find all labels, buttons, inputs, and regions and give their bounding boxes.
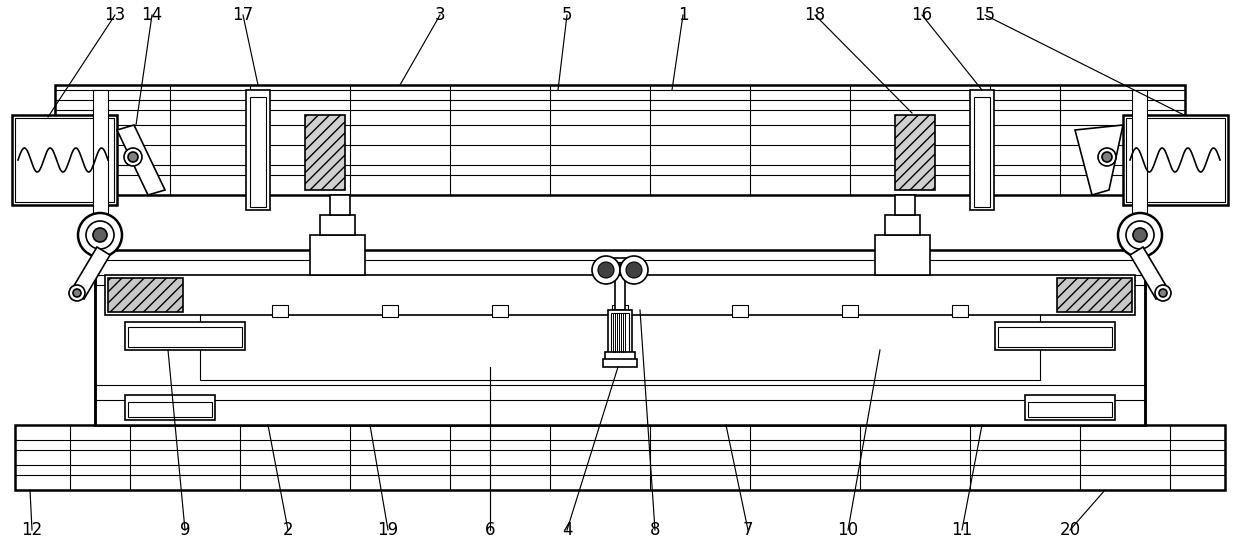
Bar (1028, 402, 1112, 417)
Polygon shape (1075, 125, 1123, 195)
Bar (382, 305, 398, 317)
Circle shape (86, 221, 114, 249)
Text: 12: 12 (21, 521, 42, 539)
Bar (608, 310, 632, 355)
Polygon shape (117, 125, 165, 195)
Bar (609, 262, 631, 277)
Bar (95, 250, 1145, 425)
Text: 9: 9 (180, 521, 190, 539)
Bar (1056, 278, 1132, 312)
Circle shape (1159, 289, 1167, 297)
Text: 18: 18 (805, 6, 826, 24)
Bar (125, 322, 246, 350)
Bar (105, 275, 1135, 315)
Bar (895, 195, 915, 215)
Text: 7: 7 (743, 521, 753, 539)
Text: 4: 4 (562, 521, 572, 539)
Bar (125, 395, 215, 420)
Text: 2: 2 (283, 521, 294, 539)
Circle shape (1097, 148, 1116, 166)
Bar (128, 402, 212, 417)
Bar (246, 90, 270, 210)
Text: 15: 15 (975, 6, 996, 24)
Text: 19: 19 (377, 521, 398, 539)
Circle shape (69, 285, 86, 301)
Bar (492, 305, 508, 317)
Text: 16: 16 (911, 6, 932, 24)
Bar (12, 115, 117, 205)
Bar (305, 115, 345, 190)
Bar (615, 275, 625, 310)
Circle shape (1118, 213, 1162, 257)
Circle shape (93, 228, 107, 242)
Bar (952, 305, 968, 317)
Bar (895, 115, 935, 190)
Circle shape (598, 262, 614, 278)
Bar (93, 90, 108, 250)
Bar (994, 322, 1115, 350)
Bar (55, 85, 1185, 195)
Bar (885, 215, 920, 235)
Text: 5: 5 (562, 6, 572, 24)
Bar (108, 278, 184, 312)
Bar (973, 97, 990, 207)
Bar (613, 305, 627, 317)
Circle shape (1126, 221, 1154, 249)
Bar (842, 305, 858, 317)
Circle shape (128, 152, 138, 162)
Circle shape (626, 262, 642, 278)
Text: 20: 20 (1059, 521, 1080, 539)
Bar (1132, 90, 1147, 250)
Text: 11: 11 (951, 521, 972, 539)
Circle shape (73, 289, 81, 297)
Bar (200, 310, 1040, 380)
Circle shape (1133, 228, 1147, 242)
Circle shape (620, 256, 649, 284)
Text: 10: 10 (837, 521, 858, 539)
Text: 6: 6 (485, 521, 495, 539)
Bar (998, 327, 1112, 347)
Bar (605, 352, 635, 362)
Bar (128, 327, 242, 347)
Bar (611, 313, 629, 353)
Text: 8: 8 (650, 521, 660, 539)
Bar (970, 90, 994, 210)
Bar (1123, 115, 1228, 205)
Circle shape (1154, 285, 1171, 301)
Text: 1: 1 (678, 6, 688, 24)
Bar (15, 425, 1225, 490)
Bar (320, 215, 355, 235)
Polygon shape (72, 247, 110, 299)
Bar (732, 305, 748, 317)
Bar (1126, 118, 1225, 202)
Circle shape (1102, 152, 1112, 162)
Bar (606, 258, 634, 280)
Bar (272, 305, 288, 317)
Text: 3: 3 (435, 6, 445, 24)
Bar (310, 235, 365, 275)
Circle shape (591, 256, 620, 284)
Text: 13: 13 (104, 6, 125, 24)
Polygon shape (1130, 247, 1168, 299)
Text: 14: 14 (141, 6, 162, 24)
Bar (330, 195, 350, 215)
Bar (1025, 395, 1115, 420)
Bar (250, 97, 267, 207)
Bar (875, 235, 930, 275)
Bar (603, 359, 637, 367)
Circle shape (78, 213, 122, 257)
Circle shape (124, 148, 143, 166)
Bar (15, 118, 114, 202)
Text: 17: 17 (232, 6, 253, 24)
